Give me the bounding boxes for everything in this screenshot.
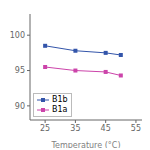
svg-text:25: 25 <box>40 124 50 133</box>
html-text:B1b: B1b <box>52 95 68 104</box>
svg-text:45: 45 <box>101 124 111 133</box>
svg-text:95: 95 <box>15 66 25 75</box>
svg-text:Temperature (°C): Temperature (°C) <box>50 141 120 148</box>
svg-text:100: 100 <box>10 31 25 40</box>
html-text:B1a: B1a <box>52 105 68 114</box>
svg-text:35: 35 <box>70 124 80 133</box>
svg-text:55: 55 <box>131 124 141 133</box>
svg-text:90: 90 <box>15 102 25 111</box>
